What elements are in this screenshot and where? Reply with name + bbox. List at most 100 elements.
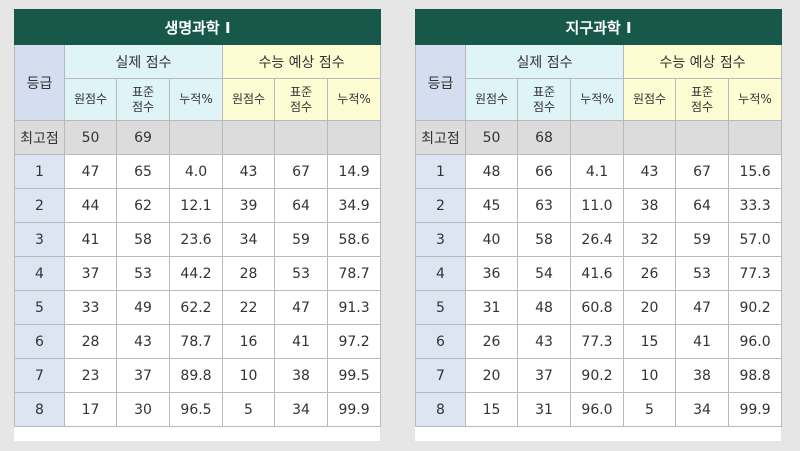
actual-standard-cell: 31	[517, 392, 571, 427]
actual-raw-cell: 31	[465, 290, 518, 325]
header-actual-score: 실제 점수	[64, 44, 223, 79]
actual-raw-cell: 26	[465, 324, 518, 359]
max-score-label: 최고점	[14, 120, 65, 155]
header-cumulative-percent: 누적%	[727, 78, 783, 121]
predicted-standard-cell: 64	[274, 188, 328, 223]
actual-cumulative-cell: 77.3	[570, 324, 624, 359]
actual-cumulative-cell: 78.7	[169, 324, 223, 359]
actual-standard-cell: 43	[116, 324, 170, 359]
table-row: 8 15 31 96.0 5 34 99.9	[415, 392, 783, 427]
actual-raw-cell: 41	[64, 222, 117, 257]
predicted-cumulative-cell: 33.3	[727, 188, 783, 223]
header-raw-score: 원점수	[623, 78, 676, 121]
header-cumulative-percent: 누적%	[326, 78, 382, 121]
grade-cell: 7	[415, 358, 466, 393]
grade-cell: 5	[415, 290, 466, 325]
table-row: 4 37 53 44.2 28 53 78.7	[14, 256, 382, 291]
predicted-raw-cell: 15	[623, 324, 676, 359]
actual-standard-cell: 62	[116, 188, 170, 223]
header-raw-score: 원점수	[465, 78, 518, 121]
predicted-raw-cell: 20	[623, 290, 676, 325]
predicted-raw-cell: 38	[623, 188, 676, 223]
max-score-label: 최고점	[415, 120, 466, 155]
predicted-standard-cell: 41	[274, 324, 328, 359]
predicted-standard-cell: 38	[675, 358, 729, 393]
predicted-standard-cell: 53	[675, 256, 729, 291]
table-row: 3 41 58 23.6 34 59 58.6	[14, 222, 382, 257]
predicted-standard-cell: 41	[675, 324, 729, 359]
actual-standard-cell: 49	[116, 290, 170, 325]
actual-cumulative-cell: 41.6	[570, 256, 624, 291]
predicted-raw-cell: 32	[623, 222, 676, 257]
predicted-cumulative-cell: 98.8	[727, 358, 783, 393]
predicted-cumulative-cell: 77.3	[727, 256, 783, 291]
actual-raw-cell: 44	[64, 188, 117, 223]
predicted-cumulative-cell: 58.6	[326, 222, 382, 257]
predicted-standard-cell: 67	[675, 154, 729, 189]
actual-raw-cell: 40	[465, 222, 518, 257]
actual-cumulative-cell: 11.0	[570, 188, 624, 223]
actual-cumulative-cell: 96.0	[570, 392, 624, 427]
header-cumulative-percent: 누적%	[570, 78, 624, 121]
empty-cell	[326, 120, 382, 155]
predicted-cumulative-cell: 90.2	[727, 290, 783, 325]
actual-standard-cell: 37	[116, 358, 170, 393]
actual-cumulative-cell: 62.2	[169, 290, 223, 325]
header-raw-score: 원점수	[64, 78, 117, 121]
table-row: 5 33 49 62.2 22 47 91.3	[14, 290, 382, 325]
predicted-standard-cell: 47	[274, 290, 328, 325]
header-grade: 등급	[14, 44, 65, 121]
predicted-raw-cell: 16	[222, 324, 275, 359]
actual-raw-cell: 47	[64, 154, 117, 189]
predicted-standard-cell: 38	[274, 358, 328, 393]
empty-cell	[623, 120, 676, 155]
header-grade: 등급	[415, 44, 466, 121]
predicted-standard-cell: 34	[274, 392, 328, 427]
predicted-cumulative-cell: 34.9	[326, 188, 382, 223]
actual-cumulative-cell: 44.2	[169, 256, 223, 291]
grade-cell: 7	[14, 358, 65, 393]
table-row: 1 47 65 4.0 43 67 14.9	[14, 154, 382, 189]
predicted-cumulative-cell: 15.6	[727, 154, 783, 189]
max-standard-score: 69	[116, 120, 170, 155]
table-row: 7 23 37 89.8 10 38 99.5	[14, 358, 382, 393]
grade-cell: 6	[14, 324, 65, 359]
actual-cumulative-cell: 60.8	[570, 290, 624, 325]
actual-raw-cell: 48	[465, 154, 518, 189]
table-row: 3 40 58 26.4 32 59 57.0	[415, 222, 783, 257]
max-score-row: 최고점 50 69	[14, 120, 382, 155]
header-standard-score: 표준 점수	[274, 78, 328, 121]
empty-cell	[169, 120, 223, 155]
table-row: 1 48 66 4.1 43 67 15.6	[415, 154, 783, 189]
predicted-raw-cell: 43	[623, 154, 676, 189]
actual-raw-cell: 28	[64, 324, 117, 359]
grade-cell: 6	[415, 324, 466, 359]
table-row: 2 44 62 12.1 39 64 34.9	[14, 188, 382, 223]
actual-standard-cell: 58	[517, 222, 571, 257]
table-row: 2 45 63 11.0 38 64 33.3	[415, 188, 783, 223]
actual-standard-cell: 58	[116, 222, 170, 257]
predicted-cumulative-cell: 99.9	[727, 392, 783, 427]
predicted-standard-cell: 53	[274, 256, 328, 291]
max-raw-score: 50	[64, 120, 117, 155]
actual-standard-cell: 30	[116, 392, 170, 427]
header-predicted-score: 수능 예상 점수	[221, 44, 382, 79]
actual-cumulative-cell: 4.1	[570, 154, 624, 189]
actual-raw-cell: 37	[64, 256, 117, 291]
actual-cumulative-cell: 12.1	[169, 188, 223, 223]
predicted-cumulative-cell: 78.7	[326, 256, 382, 291]
actual-raw-cell: 33	[64, 290, 117, 325]
empty-cell	[727, 120, 783, 155]
grade-cell: 1	[14, 154, 65, 189]
predicted-standard-cell: 64	[675, 188, 729, 223]
actual-standard-cell: 54	[517, 256, 571, 291]
predicted-standard-cell: 34	[675, 392, 729, 427]
header-raw-score: 원점수	[222, 78, 275, 121]
actual-standard-cell: 66	[517, 154, 571, 189]
grade-cell: 2	[14, 188, 65, 223]
actual-cumulative-cell: 23.6	[169, 222, 223, 257]
header-actual-score: 실제 점수	[465, 44, 624, 79]
predicted-standard-cell: 47	[675, 290, 729, 325]
actual-raw-cell: 23	[64, 358, 117, 393]
empty-cell	[222, 120, 275, 155]
